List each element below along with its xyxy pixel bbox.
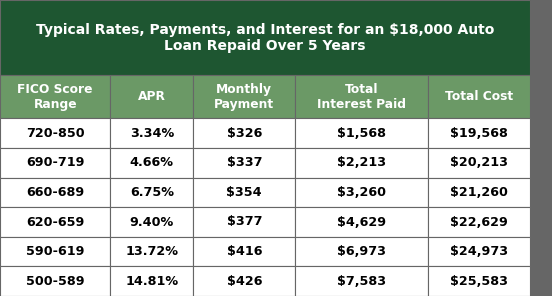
Bar <box>193 148 295 178</box>
Text: 720-850: 720-850 <box>26 127 84 140</box>
Bar <box>295 207 428 237</box>
Bar <box>295 75 428 118</box>
Text: 6.75%: 6.75% <box>130 186 174 199</box>
Text: Typical Rates, Payments, and Interest for an $18,000 Auto
Loan Repaid Over 5 Yea: Typical Rates, Payments, and Interest fo… <box>36 22 494 53</box>
Bar <box>110 237 193 266</box>
Bar <box>0 266 110 296</box>
Bar <box>193 118 295 148</box>
Bar <box>193 266 295 296</box>
Text: $24,973: $24,973 <box>450 245 508 258</box>
Text: $1,568: $1,568 <box>337 127 386 140</box>
Text: $2,213: $2,213 <box>337 156 386 169</box>
Text: Total Cost: Total Cost <box>445 91 513 103</box>
Text: 500-589: 500-589 <box>26 275 84 288</box>
Text: 590-619: 590-619 <box>26 245 84 258</box>
Bar <box>428 266 530 296</box>
Text: 620-659: 620-659 <box>26 215 84 229</box>
Text: 660-689: 660-689 <box>26 186 84 199</box>
Text: $21,260: $21,260 <box>450 186 508 199</box>
Text: 9.40%: 9.40% <box>130 215 174 229</box>
Text: FICO Score
Range: FICO Score Range <box>18 83 93 111</box>
Bar <box>0 148 110 178</box>
Text: Monthly
Payment: Monthly Payment <box>214 83 274 111</box>
Bar <box>428 148 530 178</box>
Bar <box>110 118 193 148</box>
Bar <box>428 207 530 237</box>
Bar <box>428 118 530 148</box>
Text: $6,973: $6,973 <box>337 245 386 258</box>
Text: APR: APR <box>138 91 166 103</box>
Text: $22,629: $22,629 <box>450 215 508 229</box>
Text: $25,583: $25,583 <box>450 275 508 288</box>
Bar <box>0 178 110 207</box>
Text: 14.81%: 14.81% <box>125 275 178 288</box>
Bar <box>295 178 428 207</box>
Bar <box>110 207 193 237</box>
Text: $19,568: $19,568 <box>450 127 508 140</box>
Text: $416: $416 <box>226 245 262 258</box>
Bar <box>0 0 530 75</box>
Text: $20,213: $20,213 <box>450 156 508 169</box>
Text: $354: $354 <box>226 186 262 199</box>
Text: Total
Interest Paid: Total Interest Paid <box>317 83 406 111</box>
Bar <box>193 75 295 118</box>
Bar <box>0 207 110 237</box>
Bar <box>110 75 193 118</box>
Bar <box>0 118 110 148</box>
Bar <box>295 237 428 266</box>
Text: $4,629: $4,629 <box>337 215 386 229</box>
Text: 3.34%: 3.34% <box>130 127 174 140</box>
Bar <box>110 266 193 296</box>
Text: $7,583: $7,583 <box>337 275 386 288</box>
Text: 4.66%: 4.66% <box>130 156 174 169</box>
Text: $3,260: $3,260 <box>337 186 386 199</box>
Bar <box>295 148 428 178</box>
Text: $377: $377 <box>226 215 262 229</box>
Bar <box>193 237 295 266</box>
Bar <box>110 148 193 178</box>
Bar <box>428 75 530 118</box>
Bar <box>428 237 530 266</box>
Bar <box>110 178 193 207</box>
Text: $326: $326 <box>226 127 262 140</box>
Bar <box>428 178 530 207</box>
Text: 13.72%: 13.72% <box>125 245 178 258</box>
Text: $426: $426 <box>226 275 262 288</box>
Bar <box>0 75 110 118</box>
Bar <box>193 178 295 207</box>
Text: $337: $337 <box>226 156 262 169</box>
Bar <box>193 207 295 237</box>
Bar <box>295 118 428 148</box>
Bar <box>295 266 428 296</box>
Text: 690-719: 690-719 <box>26 156 84 169</box>
Bar <box>0 237 110 266</box>
